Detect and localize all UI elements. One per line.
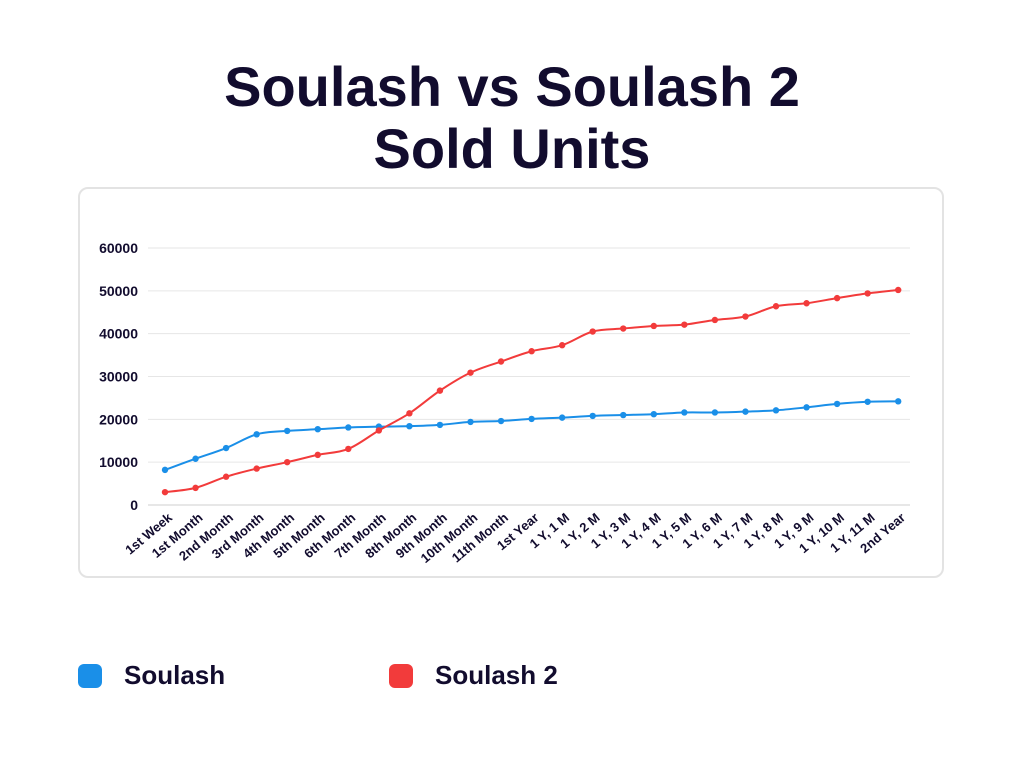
data-point-soulash: [742, 408, 749, 415]
data-point-soulash-2: [497, 358, 505, 365]
data-point-soulash: [436, 421, 444, 429]
data-point-soulash: [864, 398, 871, 405]
data-point-soulash-2: [833, 294, 841, 302]
data-point-soulash: [192, 455, 199, 462]
chart-title: Soulash vs Soulash 2 Sold Units: [0, 56, 1024, 180]
data-point-soulash-2: [436, 387, 444, 394]
y-tick-label: 20000: [99, 411, 138, 427]
y-tick-label: 10000: [99, 454, 138, 470]
data-point-soulash-2: [711, 316, 719, 324]
data-point-soulash: [528, 415, 535, 423]
data-point-soulash: [222, 444, 230, 452]
data-point-soulash-2: [528, 348, 535, 355]
data-point-soulash: [895, 398, 902, 405]
legend: Soulash Soulash 2: [0, 660, 1024, 694]
data-point-soulash: [467, 418, 474, 426]
data-point-soulash-2: [161, 488, 169, 496]
data-point-soulash-2: [467, 369, 474, 376]
data-point-soulash: [406, 422, 413, 430]
data-point-soulash-2: [895, 286, 902, 294]
data-point-soulash: [345, 424, 352, 431]
series-line-soulash: [164, 400, 899, 471]
data-point-soulash-2: [284, 458, 291, 466]
chart-title-line-1: Soulash vs Soulash 2: [224, 55, 800, 118]
data-point-soulash: [284, 427, 291, 435]
data-point-soulash: [833, 400, 841, 408]
data-point-soulash-2: [406, 410, 413, 417]
y-tick-label: 50000: [99, 283, 138, 299]
data-point-soulash: [803, 404, 810, 411]
legend-swatch-soulash-2: [389, 663, 413, 688]
data-point-soulash-2: [253, 465, 260, 472]
data-point-soulash-2: [681, 321, 688, 328]
legend-label-soulash: Soulash: [124, 660, 226, 690]
data-point-soulash-2: [620, 325, 627, 332]
data-point-soulash: [772, 407, 780, 414]
legend-swatch-soulash: [78, 663, 102, 688]
data-point-soulash-2: [345, 445, 352, 453]
y-tick-label: 0: [130, 497, 138, 513]
legend-item-soulash-2: Soulash 2: [389, 660, 558, 691]
data-point-soulash-2: [375, 427, 383, 434]
data-point-soulash-2: [742, 313, 749, 320]
y-tick-label: 30000: [99, 369, 138, 385]
data-point-soulash-2: [864, 290, 871, 297]
data-point-soulash-2: [589, 328, 596, 335]
data-point-soulash: [589, 412, 596, 420]
data-point-soulash: [497, 417, 505, 425]
data-point-soulash: [253, 431, 260, 438]
chart-title-line-2: Sold Units: [373, 117, 651, 180]
chart-card: 0 10000 20000 30000 40000 50000 60000 1st Week 1…: [78, 187, 944, 578]
data-point-soulash: [650, 410, 657, 418]
data-point-soulash: [711, 409, 719, 416]
data-point-soulash-2: [192, 484, 199, 492]
data-point-soulash: [620, 411, 627, 419]
data-point-soulash-2: [222, 473, 230, 480]
data-point-soulash-2: [558, 342, 566, 349]
data-point-soulash-2: [772, 303, 780, 310]
y-tick-label: 40000: [99, 326, 138, 342]
y-tick-label: 60000: [99, 240, 138, 256]
data-point-soulash-2: [803, 300, 810, 307]
data-point-soulash: [161, 466, 169, 474]
data-point-soulash: [558, 414, 566, 421]
data-point-soulash: [314, 425, 321, 433]
data-point-soulash: [681, 409, 688, 416]
legend-item-soulash: Soulash: [78, 660, 225, 691]
data-point-soulash-2: [650, 322, 657, 330]
data-point-soulash-2: [314, 451, 321, 459]
legend-label-soulash-2: Soulash 2: [435, 660, 558, 690]
